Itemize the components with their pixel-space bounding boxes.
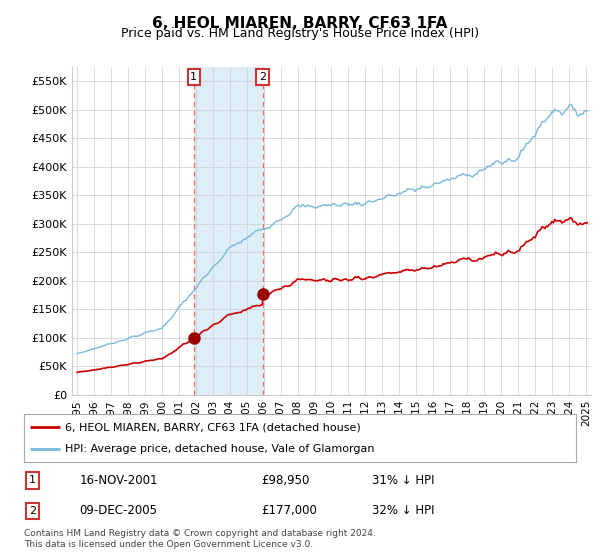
Text: 31% ↓ HPI: 31% ↓ HPI [372,474,434,487]
Text: 32% ↓ HPI: 32% ↓ HPI [372,504,434,517]
Text: £177,000: £177,000 [262,504,317,517]
Text: 1: 1 [190,72,197,82]
Bar [194,67,263,395]
Text: Price paid vs. HM Land Registry's House Price Index (HPI): Price paid vs. HM Land Registry's House … [121,27,479,40]
Text: 6, HEOL MIAREN, BARRY, CF63 1FA: 6, HEOL MIAREN, BARRY, CF63 1FA [152,16,448,31]
Text: 2: 2 [29,506,36,516]
Text: Contains HM Land Registry data © Crown copyright and database right 2024.
This d: Contains HM Land Registry data © Crown c… [24,529,376,549]
Text: 2: 2 [259,72,266,82]
Text: HPI: Average price, detached house, Vale of Glamorgan: HPI: Average price, detached house, Vale… [65,444,375,454]
Text: 09-DEC-2005: 09-DEC-2005 [79,504,157,517]
Text: 1: 1 [29,475,36,486]
Text: 6, HEOL MIAREN, BARRY, CF63 1FA (detached house): 6, HEOL MIAREN, BARRY, CF63 1FA (detache… [65,422,361,432]
Text: 16-NOV-2001: 16-NOV-2001 [79,474,158,487]
Text: £98,950: £98,950 [262,474,310,487]
